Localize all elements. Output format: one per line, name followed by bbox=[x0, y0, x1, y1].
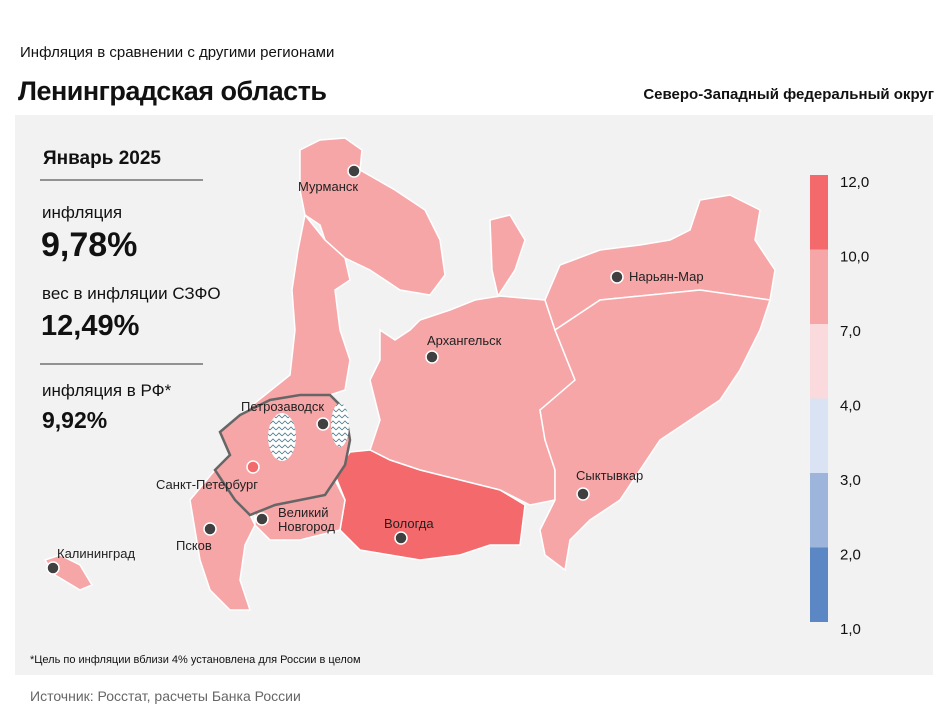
city-label: Калининград bbox=[57, 546, 136, 561]
weight-label: вес в инфляции СЗФО bbox=[42, 284, 221, 303]
city-dot bbox=[255, 512, 269, 526]
legend-tick-label: 3,0 bbox=[840, 472, 861, 489]
legend-band bbox=[810, 175, 828, 250]
city-dot bbox=[203, 522, 217, 536]
title: Ленинградская область bbox=[18, 76, 327, 106]
city-dot bbox=[610, 270, 624, 284]
legend-tick-label: 12,0 bbox=[840, 174, 869, 191]
weight-value: 12,49% bbox=[41, 310, 140, 342]
source: Источник: Росстат, расчеты Банка России bbox=[30, 688, 301, 704]
legend-tick-label: 2,0 bbox=[840, 547, 861, 564]
city-dot bbox=[576, 487, 590, 501]
lake-ladoga bbox=[268, 413, 296, 461]
subtitle: Инфляция в сравнении с другими регионами bbox=[20, 44, 335, 61]
period: Январь 2025 bbox=[43, 148, 161, 169]
inflation-value: 9,78% bbox=[41, 226, 138, 264]
legend-tick-label: 7,0 bbox=[840, 323, 861, 340]
city-label: Великий Новгород bbox=[278, 505, 335, 534]
city-label: Нарьян-Мар bbox=[629, 269, 704, 284]
legend-tick-label: 10,0 bbox=[840, 249, 869, 266]
city-label: Архангельск bbox=[427, 333, 502, 348]
legend-band bbox=[810, 547, 828, 622]
legend-band bbox=[810, 249, 828, 324]
city-label: Сыктывкар bbox=[576, 468, 644, 483]
city-dot bbox=[316, 417, 330, 431]
region-komi bbox=[539, 289, 771, 572]
city-label: Петрозаводск bbox=[241, 399, 325, 414]
region-vologda bbox=[334, 449, 526, 561]
legend-tick-label: 4,0 bbox=[840, 398, 861, 415]
footnote: *Цель по инфляции вблизи 4% установлена … bbox=[30, 654, 361, 666]
region-murmansk bbox=[299, 137, 446, 296]
city-dot bbox=[46, 561, 60, 575]
legend-band bbox=[810, 324, 828, 399]
legend-tick-label: 1,0 bbox=[840, 621, 861, 638]
legend-band bbox=[810, 398, 828, 473]
legend: 12,0 10,0 7,0 4,0 3,0 2,0 1,0 bbox=[810, 174, 869, 638]
inflation-label: инфляция bbox=[42, 203, 123, 222]
city-label: Санкт-Петербург bbox=[156, 477, 258, 492]
lake-onega bbox=[331, 403, 349, 447]
city-dot bbox=[394, 531, 408, 545]
rf-label: инфляция в РФ* bbox=[42, 381, 172, 400]
city-dot bbox=[425, 350, 439, 364]
city-dot bbox=[347, 164, 361, 178]
city-label: Псков bbox=[176, 538, 212, 553]
city-dot bbox=[246, 460, 260, 474]
legend-band bbox=[810, 473, 828, 548]
district: Северо-Западный федеральный округ bbox=[643, 86, 934, 103]
city-label: Вологда bbox=[384, 516, 434, 531]
rf-value: 9,92% bbox=[42, 407, 108, 433]
city-label: Мурманск bbox=[298, 179, 359, 194]
